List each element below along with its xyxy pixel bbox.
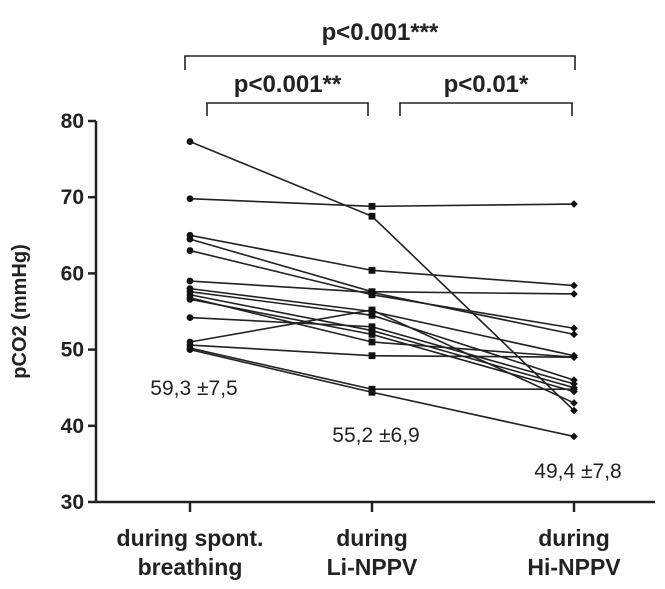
data-point	[570, 281, 578, 290]
data-point	[186, 138, 194, 145]
data-point	[368, 338, 376, 346]
data-point	[186, 235, 194, 243]
y-tick-label: 80	[61, 110, 84, 133]
series-line	[189, 249, 575, 330]
significance-label: p<0.001**	[234, 71, 342, 98]
data-point	[570, 380, 578, 388]
significance-brackets: p<0.001*** p<0.001** p<0.01*	[184, 19, 576, 116]
data-point	[186, 294, 194, 302]
series-points	[186, 138, 578, 441]
labels: 59,3 ±7,5 55,2 ±6,9 49,4 ±7,8	[150, 377, 621, 483]
data-point	[368, 330, 376, 338]
data-point	[368, 323, 376, 331]
x-tick-label: during	[538, 525, 610, 551]
series-line	[189, 316, 575, 385]
data-point	[570, 406, 578, 415]
data-point	[570, 432, 578, 441]
series-line	[189, 280, 575, 336]
y-tick-label: 60	[61, 262, 84, 285]
series-line	[189, 140, 575, 412]
data-point	[570, 290, 578, 298]
x-tick-label: Hi-NPPV	[527, 554, 621, 580]
data-point	[368, 311, 376, 319]
group-stat-label: 49,4 ±7,8	[534, 460, 621, 483]
x-tick-label: breathing	[138, 554, 243, 580]
data-point	[186, 314, 194, 321]
data-point	[570, 330, 578, 339]
series-line	[189, 293, 575, 389]
group-stat-label: 55,2 ±6,9	[332, 424, 419, 447]
data-point	[570, 324, 578, 333]
data-point	[570, 399, 578, 407]
data-point	[368, 212, 376, 220]
series-line	[189, 234, 575, 287]
y-tick-label: 30	[61, 491, 84, 514]
data-point	[368, 289, 376, 296]
significance-bracket	[184, 55, 576, 70]
data-point	[368, 266, 376, 274]
data-point	[570, 200, 578, 208]
data-point	[186, 247, 194, 254]
y-axis-title: pCO2 (mmHg)	[9, 244, 31, 378]
y-tick-label: 40	[61, 415, 84, 438]
significance-bracket	[399, 102, 573, 116]
x-tick-label: Li-NPPV	[327, 554, 418, 580]
data-point	[368, 327, 376, 334]
data-point	[570, 385, 578, 394]
data-point	[368, 306, 376, 314]
data-point	[186, 346, 194, 353]
data-point	[570, 376, 578, 384]
x-tick-label: during spont.	[117, 525, 264, 551]
data-point	[186, 195, 194, 203]
significance-label: p<0.001***	[322, 19, 439, 46]
axes: 30 40 50 60 70 80 during spont. breathing during…	[9, 110, 655, 580]
series-lines	[189, 140, 575, 438]
data-point	[368, 202, 376, 210]
series-line	[189, 238, 575, 295]
significance-bracket	[206, 102, 369, 116]
data-point	[570, 353, 578, 362]
group-stat-label: 59,3 ±7,5	[150, 377, 237, 400]
x-tick-label: during	[336, 525, 408, 551]
data-point	[368, 388, 376, 396]
significance-label: p<0.01*	[444, 71, 529, 98]
y-tick-label: 50	[61, 339, 84, 362]
y-tick-label: 70	[61, 186, 84, 209]
data-point	[368, 352, 376, 360]
series-line	[189, 197, 575, 208]
data-point	[186, 277, 194, 285]
